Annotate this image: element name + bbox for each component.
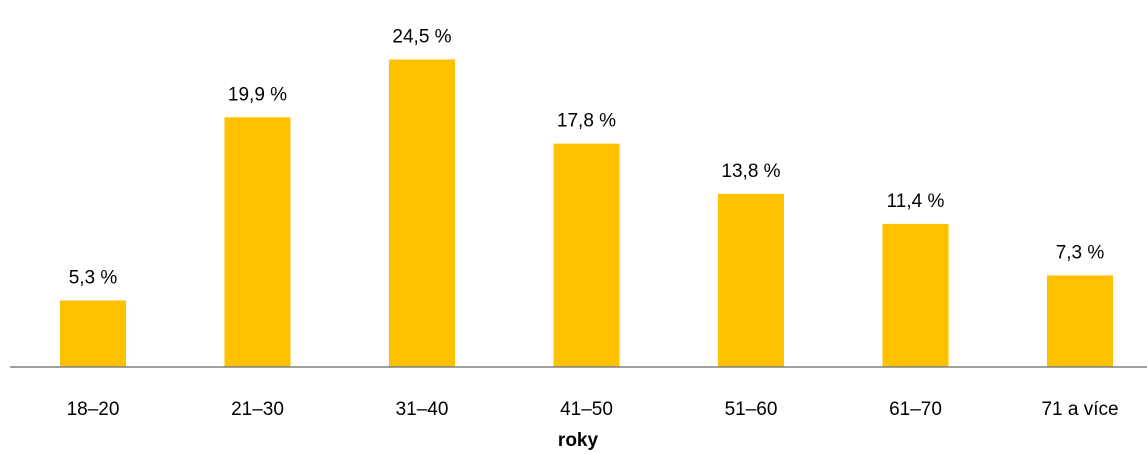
bar-4 bbox=[553, 143, 620, 367]
data-label-2: 19,9 % bbox=[228, 84, 287, 105]
x-tick-label-6: 61–70 bbox=[889, 399, 942, 420]
data-labels-group: 5,3 % 19,9 % 24,5 % 17,8 % 13,8 % 11,4 % 7,3 % bbox=[69, 27, 1105, 289]
bar-6 bbox=[882, 223, 949, 367]
x-tick-label-1: 18–20 bbox=[67, 399, 120, 420]
x-tick-label-7: 71 a více bbox=[1041, 399, 1118, 420]
x-tick-label-3: 31–40 bbox=[396, 399, 449, 420]
data-label-4: 17,8 % bbox=[557, 111, 616, 132]
bar-5 bbox=[718, 193, 784, 367]
data-label-5: 13,8 % bbox=[721, 161, 780, 182]
bar-2 bbox=[224, 117, 291, 367]
bar-3 bbox=[389, 59, 455, 367]
data-label-6: 11,4 % bbox=[887, 191, 945, 212]
data-label-1: 5,3 % bbox=[69, 268, 118, 289]
data-label-3: 24,5 % bbox=[392, 27, 451, 48]
x-tick-label-4: 41–50 bbox=[560, 399, 613, 420]
tick-labels-group: 18–20 21–30 31–40 41–50 51–60 61–70 71 a více bbox=[67, 399, 1119, 420]
x-axis-title: roky bbox=[558, 430, 599, 451]
bars-group bbox=[60, 59, 1113, 367]
x-tick-label-2: 21–30 bbox=[231, 399, 284, 420]
data-label-7: 7,3 % bbox=[1056, 242, 1105, 263]
bar-1 bbox=[60, 300, 126, 367]
bar-7 bbox=[1047, 275, 1113, 367]
x-tick-label-5: 51–60 bbox=[725, 399, 778, 420]
